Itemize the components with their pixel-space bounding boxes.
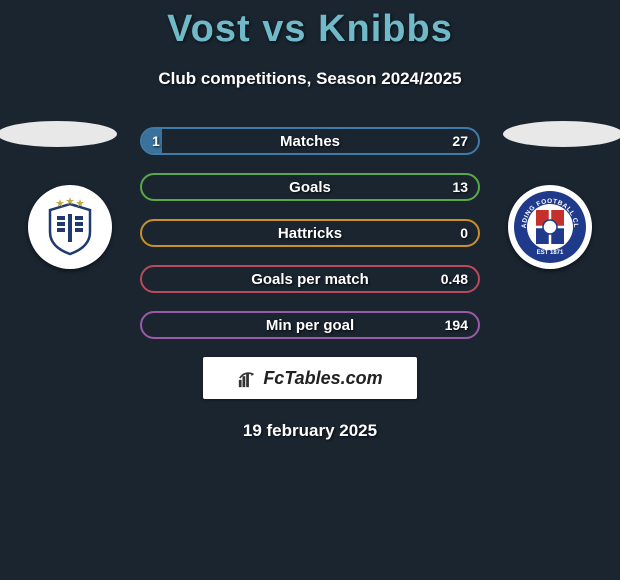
club-badge-left [28, 185, 112, 269]
left-player-oval [0, 121, 117, 147]
stat-right-value: 0.48 [441, 271, 468, 287]
stat-right-value: 27 [452, 133, 468, 149]
comparison-date: 19 february 2025 [0, 421, 620, 441]
huddersfield-badge-icon [35, 192, 105, 262]
svg-text:EST 1871: EST 1871 [537, 250, 564, 256]
fctables-logo-icon [237, 367, 259, 389]
watermark-text: FcTables.com [263, 368, 382, 389]
stat-label: Hattricks [142, 225, 478, 242]
stat-bar-matches: 1 Matches 27 [140, 127, 480, 155]
stat-label: Matches [142, 133, 478, 150]
stat-bar-goals-per-match: Goals per match 0.48 [140, 265, 480, 293]
stat-label: Goals per match [142, 271, 478, 288]
reading-badge-icon: READING FOOTBALL CLUB EST 1871 [512, 189, 588, 265]
stat-bar-goals: Goals 13 [140, 173, 480, 201]
stat-right-value: 0 [460, 225, 468, 241]
stat-right-value: 194 [445, 317, 468, 333]
subtitle: Club competitions, Season 2024/2025 [0, 69, 620, 89]
watermark: FcTables.com [203, 357, 417, 399]
comparison-content: READING FOOTBALL CLUB EST 1871 1 Matches… [0, 127, 620, 441]
page-title: Vost vs Knibbs [0, 0, 620, 51]
stat-bar-min-per-goal: Min per goal 194 [140, 311, 480, 339]
stat-right-value: 13 [452, 179, 468, 195]
stat-bars: 1 Matches 27 Goals 13 Hattricks 0 Goals … [140, 127, 480, 339]
stat-label: Goals [142, 179, 478, 196]
stat-label: Min per goal [142, 317, 478, 334]
right-player-oval [503, 121, 620, 147]
stat-bar-hattricks: Hattricks 0 [140, 219, 480, 247]
club-badge-right: READING FOOTBALL CLUB EST 1871 [508, 185, 592, 269]
